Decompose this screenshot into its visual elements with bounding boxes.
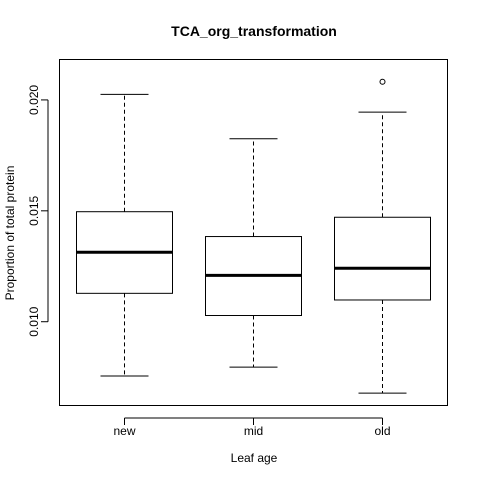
x-tick-label: new — [113, 424, 135, 438]
x-tick-label: mid — [244, 424, 263, 438]
box-new — [76, 93, 173, 377]
box-old — [334, 78, 431, 394]
y-tick-label: 0.015 — [27, 195, 41, 225]
y-axis: 0.010 0.015 0.020 — [27, 85, 49, 337]
y-tick-label: 0.020 — [27, 85, 41, 115]
x-tick-label: old — [374, 424, 390, 438]
x-axis-label: Leaf age — [231, 451, 278, 465]
outlier-point — [379, 78, 386, 85]
x-axis: new mid old — [113, 417, 391, 438]
y-axis-label: Proportion of total protein — [3, 166, 17, 301]
plot-frame — [59, 59, 448, 406]
box-group — [76, 78, 431, 394]
box-iqr — [334, 216, 431, 301]
box-mid — [205, 138, 302, 368]
chart-title: TCA_org_transformation — [171, 23, 337, 39]
y-tick-label: 0.010 — [27, 306, 41, 336]
